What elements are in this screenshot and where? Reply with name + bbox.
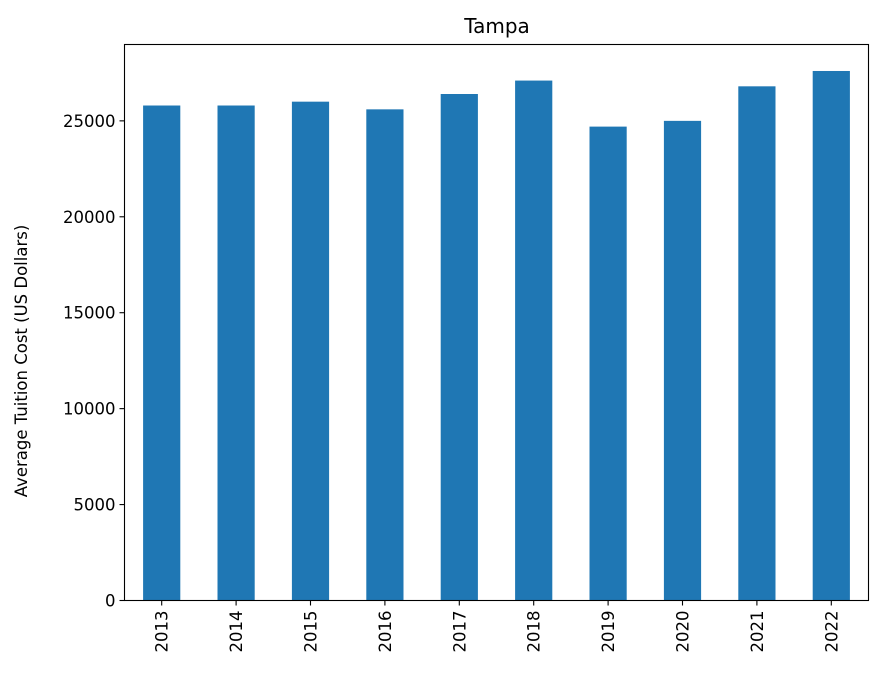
x-tick-label: 2013 [153, 611, 172, 653]
y-tick-label: 5000 [74, 496, 116, 515]
y-axis-label: Average Tuition Cost (US Dollars) [12, 225, 31, 498]
bar-2015 [291, 101, 330, 601]
x-tick-label: 2018 [525, 611, 544, 653]
chart-title: Tampa [463, 14, 530, 38]
x-tick-label: 2020 [674, 611, 693, 653]
y-axis-ticks: 0 5000 10000 15000 20000 25000 [63, 112, 125, 611]
x-axis-ticks: 2013 2014 2015 2016 2017 2018 2019 2020 2021 2022 [153, 600, 841, 653]
bar-2017 [440, 94, 478, 601]
y-tick-label: 25000 [63, 112, 116, 131]
x-tick-label: 2015 [302, 611, 321, 653]
bar-2021 [738, 86, 776, 601]
x-tick-label: 2019 [599, 611, 618, 653]
y-tick-label: 0 [105, 592, 116, 611]
bar-2020 [663, 120, 702, 601]
bars-layer [143, 70, 850, 601]
x-tick-label: 2014 [227, 611, 246, 653]
bar-2022 [812, 70, 850, 601]
x-tick-label: 2021 [748, 611, 767, 653]
y-tick-label: 15000 [63, 304, 116, 323]
bar-2016 [366, 109, 404, 601]
bar-2013 [143, 105, 181, 601]
y-tick-label: 20000 [63, 208, 116, 227]
y-tick-label: 10000 [63, 400, 116, 419]
x-tick-label: 2017 [450, 611, 469, 653]
bar-2019 [589, 126, 627, 601]
plot-area-frame [123, 43, 870, 602]
bar-2014 [217, 105, 255, 601]
x-tick-label: 2022 [822, 611, 841, 653]
x-tick-label: 2016 [376, 611, 395, 653]
bar-2018 [515, 80, 553, 601]
